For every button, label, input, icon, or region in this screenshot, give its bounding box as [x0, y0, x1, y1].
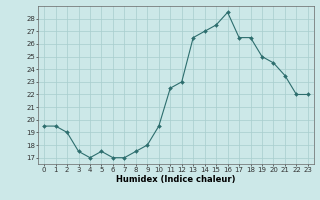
X-axis label: Humidex (Indice chaleur): Humidex (Indice chaleur)	[116, 175, 236, 184]
